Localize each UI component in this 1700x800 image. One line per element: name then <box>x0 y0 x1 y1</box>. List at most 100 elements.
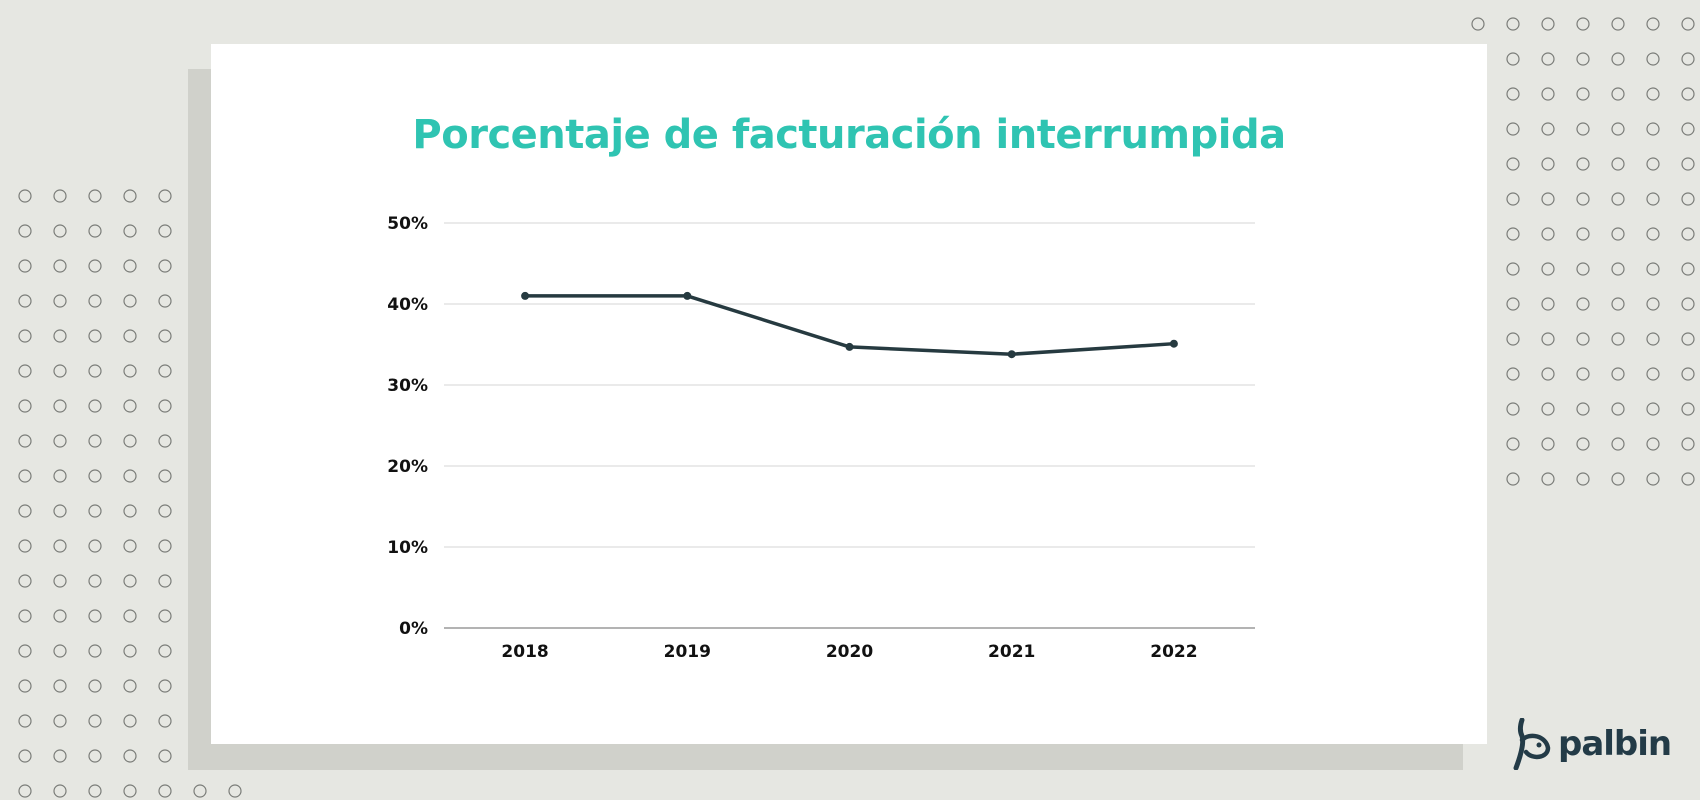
dot <box>123 224 137 238</box>
dot <box>1541 122 1555 136</box>
x-tick-label: 2019 <box>664 642 711 662</box>
dot <box>53 784 67 798</box>
dot <box>1611 262 1625 276</box>
dot <box>88 609 102 623</box>
dot <box>1681 17 1695 31</box>
dot <box>1506 157 1520 171</box>
dot <box>1646 367 1660 381</box>
dot <box>123 399 137 413</box>
y-tick-label: 0% <box>399 619 428 639</box>
dot <box>1506 332 1520 346</box>
dot <box>53 434 67 448</box>
dot <box>1611 402 1625 416</box>
dot <box>53 714 67 728</box>
dot <box>123 189 137 203</box>
dot <box>1611 472 1625 486</box>
dot <box>158 189 172 203</box>
dot <box>53 224 67 238</box>
dot <box>1576 367 1590 381</box>
dot <box>1611 122 1625 136</box>
dot <box>53 364 67 378</box>
dot <box>158 539 172 553</box>
dot <box>53 609 67 623</box>
y-tick-label: 20% <box>387 457 428 477</box>
dot <box>53 504 67 518</box>
dot <box>18 189 32 203</box>
dot <box>1506 17 1520 31</box>
dot <box>1506 192 1520 206</box>
dot <box>158 784 172 798</box>
dot <box>18 434 32 448</box>
dot <box>18 574 32 588</box>
dot <box>1646 192 1660 206</box>
dot <box>1611 17 1625 31</box>
x-tick-label: 2022 <box>1150 642 1197 662</box>
palbin-logo: palbin <box>1512 718 1672 770</box>
dot <box>1681 297 1695 311</box>
dot <box>1646 17 1660 31</box>
dot <box>88 784 102 798</box>
dot <box>123 749 137 763</box>
dot <box>1611 332 1625 346</box>
dot <box>1576 227 1590 241</box>
dot <box>158 329 172 343</box>
dot <box>1506 402 1520 416</box>
dot <box>1506 227 1520 241</box>
dot <box>1506 122 1520 136</box>
dot <box>18 539 32 553</box>
dot <box>158 224 172 238</box>
dot <box>193 784 207 798</box>
dot <box>158 469 172 483</box>
dot <box>1646 52 1660 66</box>
dot <box>53 469 67 483</box>
dot <box>88 539 102 553</box>
dot <box>53 539 67 553</box>
dot <box>1541 192 1555 206</box>
dot <box>1576 402 1590 416</box>
x-tick-label: 2021 <box>988 642 1035 662</box>
data-point <box>1169 339 1178 348</box>
dot <box>1506 297 1520 311</box>
dot <box>1646 122 1660 136</box>
dot <box>1506 262 1520 276</box>
dot <box>53 259 67 273</box>
dot <box>1576 87 1590 101</box>
dot <box>1646 157 1660 171</box>
dot <box>1576 437 1590 451</box>
dot <box>88 224 102 238</box>
dot <box>158 749 172 763</box>
dot <box>1611 157 1625 171</box>
dot <box>1506 87 1520 101</box>
dot <box>1576 192 1590 206</box>
fish-logo-icon <box>1513 718 1551 770</box>
dot <box>1681 227 1695 241</box>
dot <box>88 679 102 693</box>
data-point <box>683 291 692 300</box>
dot <box>18 294 32 308</box>
dot <box>123 644 137 658</box>
y-tick-label: 30% <box>387 376 428 396</box>
dot <box>1681 157 1695 171</box>
dot <box>1541 402 1555 416</box>
dot <box>123 574 137 588</box>
dot <box>1611 227 1625 241</box>
dot <box>158 434 172 448</box>
dot <box>1506 52 1520 66</box>
dot <box>18 714 32 728</box>
dot <box>88 434 102 448</box>
dot <box>18 399 32 413</box>
dot <box>1681 122 1695 136</box>
dot <box>1576 262 1590 276</box>
dot <box>158 294 172 308</box>
dot <box>158 364 172 378</box>
dot <box>1576 157 1590 171</box>
dot <box>1646 87 1660 101</box>
dot <box>1541 437 1555 451</box>
y-tick-label: 50% <box>387 214 428 234</box>
dot <box>1611 367 1625 381</box>
dot <box>88 749 102 763</box>
dot <box>1576 297 1590 311</box>
data-point <box>521 291 530 300</box>
dot <box>158 399 172 413</box>
